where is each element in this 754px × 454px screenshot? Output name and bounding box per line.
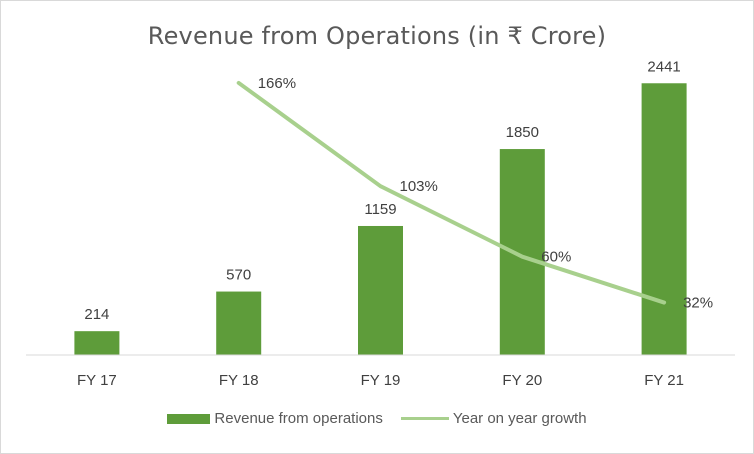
- bar-fy-17: [74, 331, 120, 355]
- bar-value-label: 2441: [647, 58, 680, 75]
- line-series: [236, 80, 667, 305]
- legend: Revenue from operations Year on year gro…: [0, 410, 754, 427]
- chart-title: Revenue from Operations (in ₹ Crore): [147, 22, 607, 50]
- x-tick-label: FY 21: [644, 372, 684, 389]
- bar-fy-21: [641, 83, 687, 355]
- bar-value-label: 570: [226, 267, 251, 284]
- growth-value-label: 60%: [541, 249, 571, 266]
- legend-swatch-bar: [167, 413, 211, 424]
- bar-series: [74, 83, 687, 355]
- line-data-labels: 166% 103% 60% 32%: [258, 75, 713, 312]
- legend-item-revenue: Revenue from operations: [167, 410, 383, 427]
- legend-swatch-line: [400, 417, 449, 420]
- bar-value-label: 214: [84, 306, 109, 323]
- growth-value-label: 103%: [400, 178, 438, 195]
- x-tick-labels: FY 17 FY 18 FY 19 FY 20 FY 21: [77, 372, 684, 389]
- x-tick-label: FY 18: [219, 372, 259, 389]
- legend-label-revenue: Revenue from operations: [214, 410, 383, 427]
- bar-fy-18: [216, 291, 262, 355]
- x-tick-label: FY 19: [361, 372, 401, 389]
- bar-value-label: 1159: [364, 201, 396, 218]
- legend-item-growth: Year on year growth: [400, 410, 587, 427]
- bar-value-label: 1850: [506, 124, 539, 141]
- growth-value-label: 166%: [258, 75, 296, 92]
- bar-fy-19: [358, 225, 403, 355]
- growth-value-label: 32%: [683, 295, 713, 312]
- x-tick-label: FY 20: [502, 372, 542, 389]
- bar-fy-20: [499, 149, 545, 355]
- bar-data-labels: 214 570 1159 1850 2441: [84, 58, 680, 323]
- x-tick-label: FY 17: [77, 372, 117, 389]
- growth-line: [236, 80, 667, 305]
- legend-label-growth: Year on year growth: [452, 410, 587, 427]
